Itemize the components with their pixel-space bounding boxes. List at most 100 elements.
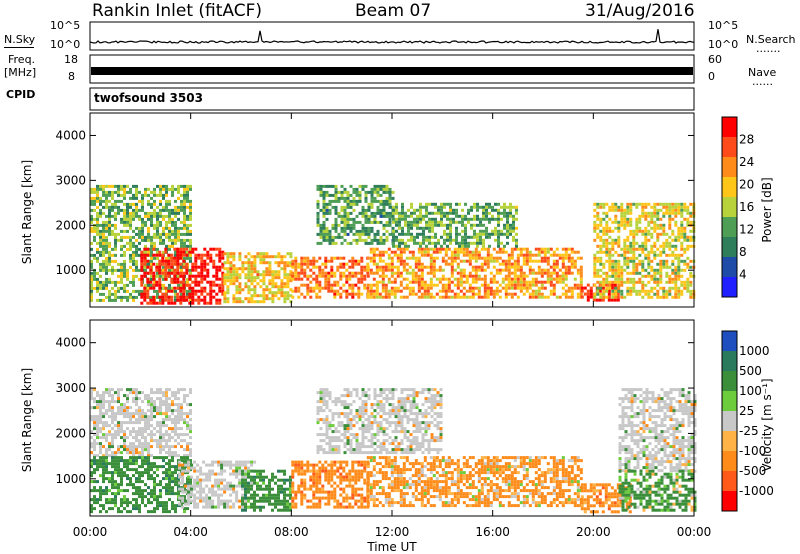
heatmap-cell	[398, 226, 401, 230]
heatmap-cell	[629, 277, 633, 281]
heatmap-cell	[617, 271, 621, 275]
heatmap-cell	[244, 499, 248, 503]
heatmap-cell	[96, 480, 99, 484]
heatmap-cell	[141, 471, 144, 475]
heatmap-cell	[623, 238, 627, 242]
heatmap-cell	[241, 475, 245, 479]
heatmap-cell	[683, 232, 687, 236]
heatmap-cell	[167, 253, 171, 257]
heatmap-cell	[171, 286, 174, 290]
heatmap-cell	[102, 397, 105, 401]
heatmap-cell	[620, 295, 624, 299]
heatmap-cell	[280, 288, 284, 292]
heatmap-cell	[165, 223, 168, 227]
heatmap-cell	[123, 442, 126, 446]
heatmap-cell	[473, 229, 476, 233]
heatmap-cell	[325, 232, 329, 236]
heatmap-cell	[398, 217, 401, 221]
heatmap-cell	[114, 214, 117, 218]
heatmap-cell	[680, 241, 684, 245]
heatmap-cell	[171, 232, 174, 236]
heatmap-cell	[388, 214, 392, 218]
heatmap-cell	[126, 274, 129, 278]
heatmap-cell	[342, 274, 346, 278]
heatmap-cell	[215, 268, 219, 272]
heatmap-cell	[483, 286, 487, 290]
heatmap-cell	[171, 220, 174, 224]
heatmap-cell	[659, 280, 663, 284]
heatmap-cell	[159, 483, 162, 487]
heatmap-cell	[410, 220, 413, 224]
heatmap-cell	[111, 445, 114, 449]
heatmap-cell	[105, 214, 108, 218]
heatmap-cell	[638, 259, 642, 263]
heatmap-cell	[108, 442, 111, 446]
heatmap-cell	[614, 214, 618, 218]
heatmap-cell	[449, 223, 452, 227]
heatmap-cell	[180, 265, 183, 269]
heatmap-cell	[143, 253, 147, 257]
heatmap-cell	[147, 286, 150, 290]
heatmap-cell	[330, 265, 334, 269]
heatmap-cell	[632, 277, 636, 281]
heatmap-cell	[138, 415, 141, 419]
heatmap-cell	[183, 193, 186, 197]
heatmap-cell	[449, 202, 452, 206]
heatmap-cell	[235, 267, 239, 271]
heatmap-cell	[147, 451, 150, 455]
heatmap-cell	[114, 280, 117, 284]
heatmap-cell	[96, 403, 99, 407]
heatmap-cell	[174, 250, 177, 254]
heatmap-cell	[635, 232, 639, 236]
heatmap-cell	[126, 235, 129, 239]
heatmap-cell	[93, 507, 96, 511]
heatmap-cell	[534, 289, 538, 293]
heatmap-cell	[111, 190, 114, 194]
heatmap-cell	[171, 400, 174, 404]
heatmap-cell	[459, 259, 463, 263]
heatmap-cell	[150, 454, 153, 458]
heatmap-cell	[232, 484, 236, 488]
heatmap-cell	[232, 297, 236, 301]
heatmap-cell	[99, 223, 102, 227]
heatmap-cell	[316, 214, 320, 218]
heatmap-cell	[120, 427, 123, 431]
heatmap-cell	[632, 256, 636, 260]
heatmap-cell	[108, 415, 111, 419]
heatmap-cell	[90, 465, 93, 469]
heatmap-cell	[471, 295, 475, 299]
heatmap-cell	[444, 247, 448, 251]
heatmap-cell	[537, 271, 541, 275]
heatmap-cell	[607, 295, 611, 299]
heatmap-cell	[215, 271, 219, 275]
heatmap-cell	[458, 214, 461, 218]
heatmap-cell	[315, 265, 319, 269]
heatmap-cell	[500, 229, 503, 233]
heatmap-cell	[392, 208, 395, 212]
heatmap-cell	[223, 499, 227, 503]
heatmap-cell	[96, 391, 99, 395]
heatmap-cell	[352, 187, 356, 191]
heatmap-cell	[674, 265, 678, 269]
heatmap-cell	[156, 247, 159, 251]
heatmap-cell	[189, 259, 192, 263]
heatmap-cell	[396, 274, 400, 278]
heatmap-cell	[626, 262, 630, 266]
heatmap-cell	[171, 459, 174, 463]
noise-tick-bottom-right: 10^0	[708, 38, 739, 51]
heatmap-cell	[617, 286, 621, 290]
heatmap-cell	[605, 280, 609, 284]
heatmap-cell	[440, 202, 443, 206]
heatmap-cell	[531, 259, 535, 263]
heatmap-cell	[500, 205, 503, 209]
heatmap-cell	[494, 226, 497, 230]
heatmap-cell	[422, 214, 425, 218]
heatmap-cell	[452, 208, 455, 212]
heatmap-cell	[90, 394, 93, 398]
heatmap-cell	[153, 208, 156, 212]
heatmap-cell	[367, 241, 371, 245]
heatmap-cell	[363, 274, 367, 278]
heatmap-cell	[108, 430, 111, 434]
heatmap-cell	[449, 229, 452, 233]
heatmap-cell	[171, 421, 174, 425]
